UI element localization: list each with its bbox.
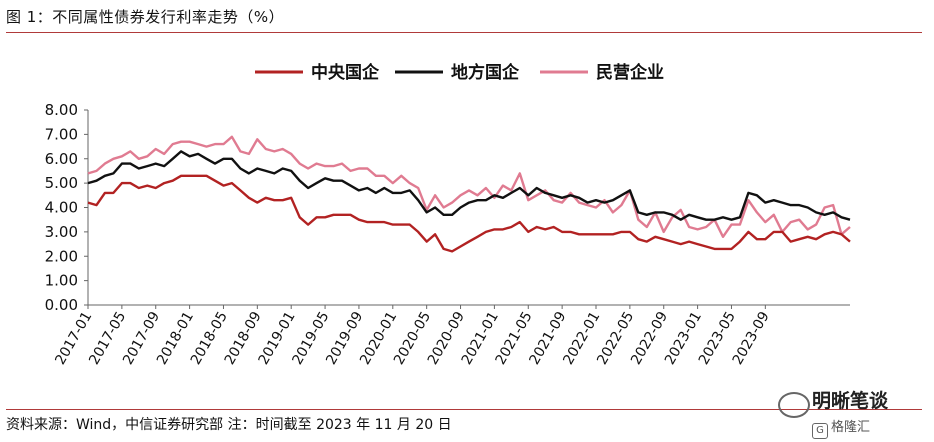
logo-icon: G	[812, 423, 828, 439]
y-tick-label: 4.00	[45, 199, 78, 217]
watermark: 明晰笔谈 G 格隆汇	[778, 386, 928, 439]
series-lines	[87, 135, 851, 253]
source-note: 资料来源：Wind，中信证券研究部 注：时间截至 2023 年 11 月 20 …	[6, 417, 452, 433]
y-tick-label: 6.00	[45, 150, 78, 168]
watermark-sub: G 格隆汇	[812, 416, 870, 439]
watermark-name: 明晰笔谈	[812, 390, 889, 412]
series-line-1	[87, 174, 851, 253]
bottom-rule	[6, 409, 922, 410]
legend-item: 民营企业	[540, 62, 664, 83]
legend-label: 民营企业	[596, 62, 664, 83]
line-chart: 中央国企 地方国企 民营企业 0.00 1.00 2.00 3.00 4.00 5.00 6.0…	[45, 62, 851, 368]
series-line-3	[87, 135, 851, 238]
x-axis: 2017-012017-052017-092018-012018-052018-…	[52, 304, 850, 368]
chart-legend: 中央国企 地方国企 民营企业	[255, 62, 664, 83]
y-tick-label: 8.00	[45, 101, 78, 119]
y-tick-label: 1.00	[45, 272, 78, 290]
y-tick-label: 3.00	[45, 223, 78, 241]
legend-label: 地方国企	[451, 62, 520, 83]
y-tick-label: 2.00	[45, 247, 78, 265]
series-line-2	[87, 150, 851, 221]
y-tick-label: 5.00	[45, 174, 78, 192]
chat-bubble-icon	[778, 392, 810, 418]
top-rule	[6, 32, 922, 33]
legend-label: 中央国企	[311, 62, 380, 83]
watermark-sub-text: 格隆汇	[831, 420, 871, 435]
legend-item: 中央国企	[255, 62, 380, 83]
y-tick-label: 0.00	[45, 296, 78, 314]
y-tick-label: 7.00	[45, 125, 78, 143]
figure-title: 图 1：不同属性债券发行利率走势（%）	[6, 8, 285, 26]
y-axis: 0.00 1.00 2.00 3.00 4.00 5.00 6.00 7.00 8.00	[45, 101, 89, 314]
legend-item: 地方国企	[395, 62, 520, 83]
